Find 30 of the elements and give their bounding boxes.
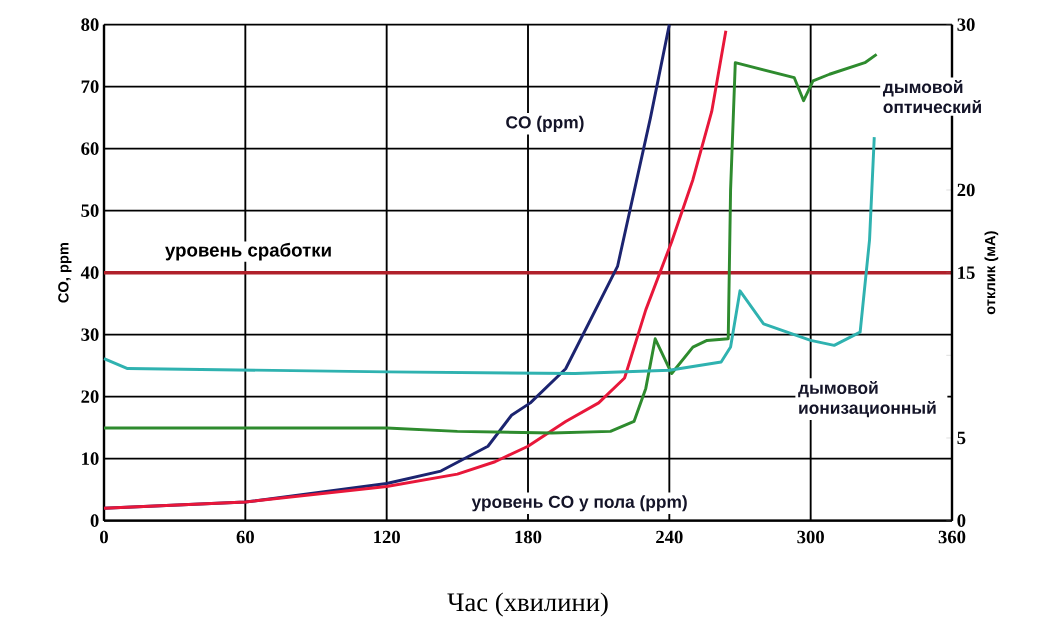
ref-line-label: уровень сработки bbox=[165, 242, 331, 261]
y-tick-label: 60 bbox=[81, 142, 99, 155]
y-tick-label: 70 bbox=[81, 80, 99, 93]
x-tick-label: 180 bbox=[515, 530, 542, 544]
annotation: уровень CO у пола (ppm) bbox=[471, 495, 687, 512]
y-tick-label: 0 bbox=[90, 514, 99, 527]
y-tick-label: 50 bbox=[81, 204, 99, 217]
y2-axis-title: отклик (мА) bbox=[984, 231, 999, 315]
x-tick-label: 60 bbox=[236, 530, 254, 544]
x-tick-label: 120 bbox=[374, 530, 400, 544]
y2-tick-label: 15 bbox=[958, 266, 975, 279]
y-tick-label: 80 bbox=[81, 18, 99, 31]
x-tick-label: 0 bbox=[100, 530, 108, 544]
line-series bbox=[102, 135, 876, 375]
annotation: дымовой ионизационный bbox=[798, 380, 936, 418]
annotation: дымовой оптический bbox=[882, 80, 981, 114]
y-tick-label: 10 bbox=[82, 452, 99, 465]
y-axis-title: CO, ppm bbox=[58, 243, 72, 303]
y2-tick-label: 20 bbox=[957, 183, 975, 197]
x-tick-label: 360 bbox=[938, 530, 966, 544]
annotation: CO (ppm) bbox=[506, 115, 584, 132]
y-tick-label: 30 bbox=[81, 328, 99, 341]
y2-tick-label: 5 bbox=[957, 431, 966, 445]
x-axis-title: Час (хвилини) bbox=[447, 592, 608, 617]
y-tick-label: 40 bbox=[80, 266, 99, 279]
x-tick-label: 300 bbox=[797, 530, 824, 544]
y-tick-label: 20 bbox=[81, 390, 99, 403]
x-tick-label: 240 bbox=[656, 530, 683, 544]
y2-tick-label: 30 bbox=[957, 18, 975, 31]
y2-tick-label: 0 bbox=[957, 514, 966, 527]
